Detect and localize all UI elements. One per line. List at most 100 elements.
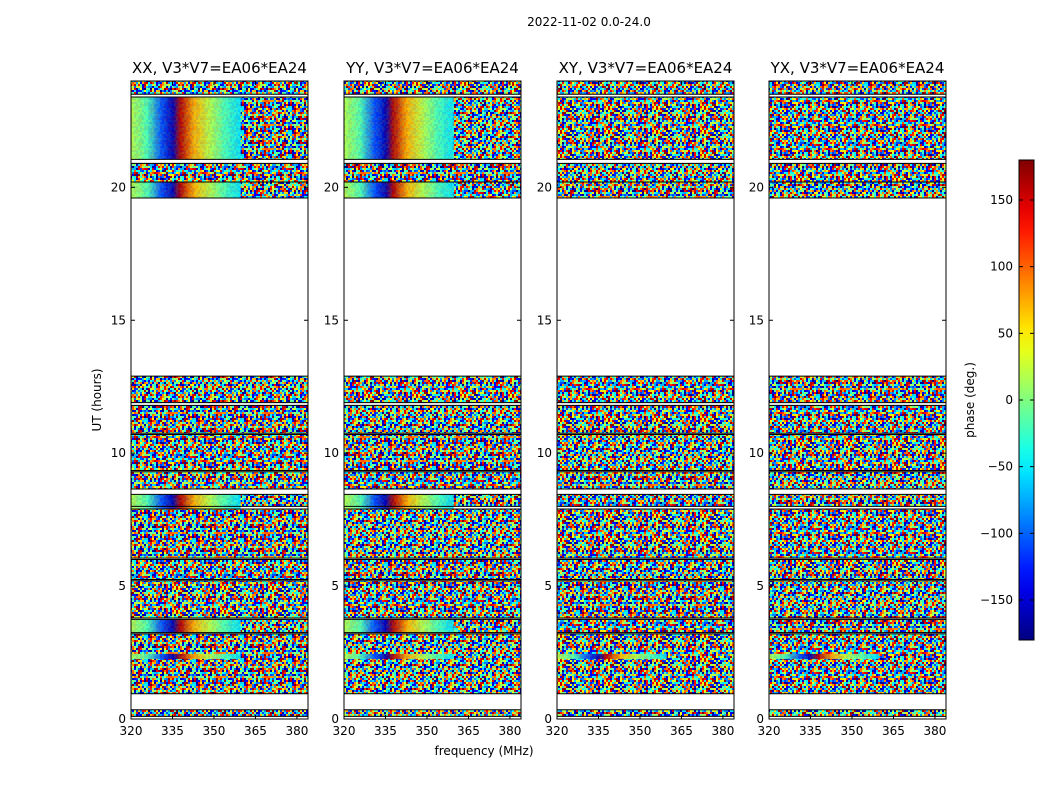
x-axis-label: frequency (MHz) [434,744,533,758]
heatmap-block [344,163,521,183]
heatmap-block [557,182,734,198]
coherent-phase-band [769,653,879,660]
x-tick-label: 335 [374,724,397,738]
colorbar: 150 100 50 0 −50 −100 −150 [980,159,1035,641]
x-tick-label: 380 [285,724,308,738]
heatmap-block [344,81,521,95]
colorbar-tick-label: 150 [990,193,1013,207]
heatmap-block [769,633,946,694]
panel-xy: XY, V3*V7=EA06*EA24 320 335 350 365 380 0 5 10 15… [537,59,735,738]
y-tick-label: 0 [118,712,126,726]
coherent-phase-band [344,494,454,509]
y-axis-label: UT (hours) [90,368,104,431]
x-tick-label: 350 [629,724,652,738]
colorbar-label: phase (deg.) [963,362,977,438]
panels-group: XX, V3*V7=EA06*EA24 320 335 350 365 380 0 5 10 15… [111,59,947,738]
x-tick-label: 365 [244,724,267,738]
x-tick-label: 350 [841,724,864,738]
x-tick-label: 320 [333,724,356,738]
y-tick-label: 15 [749,313,764,327]
panel-title: YX, V3*V7=EA06*EA24 [770,59,945,77]
colorbar-tick-label: −100 [980,526,1013,540]
heatmap-block [131,405,308,434]
heatmap-block [557,619,734,633]
heatmap-block [769,471,946,490]
heatmap-block [131,559,308,580]
heatmap-block [769,81,946,95]
coherent-phase-band [131,96,241,160]
heatmap-block [344,376,521,403]
heatmap-block [769,405,946,434]
heatmap-block [769,709,946,717]
heatmap-block [344,633,521,694]
x-tick-label: 335 [799,724,822,738]
heatmap-block [344,580,521,618]
y-tick-label: 15 [111,313,126,327]
heatmap-block [769,96,946,160]
y-tick-label: 0 [331,712,339,726]
y-tick-label: 20 [749,180,764,194]
panel-xx: XX, V3*V7=EA06*EA24 320 335 350 365 380 0 5 10 15… [111,59,309,738]
heatmap-block [131,471,308,490]
heatmap-block [557,559,734,580]
panel-frame [343,80,522,720]
x-tick-label: 365 [457,724,480,738]
heatmap-block [557,633,734,694]
heatmap-block [131,709,308,717]
heatmap-block [131,376,308,403]
heatmap-block [344,434,521,471]
heatmap-block [557,163,734,183]
y-tick-label: 10 [537,446,552,460]
y-tick-label: 0 [544,712,552,726]
panel-title: XX, V3*V7=EA06*EA24 [132,59,307,77]
x-tick-label: 335 [587,724,610,738]
heatmap-block [557,580,734,618]
y-tick-label: 20 [537,180,552,194]
heatmap-block [131,81,308,95]
x-tick-label: 335 [161,724,184,738]
heatmap-block [344,405,521,434]
heatmap-block [344,471,521,490]
x-tick-label: 365 [882,724,905,738]
panel-yx: YX, V3*V7=EA06*EA24 320 335 350 365 380 0 5 10 15… [749,59,947,738]
x-tick-label: 380 [923,724,946,738]
heatmap-block [344,709,521,717]
heatmap-block [769,434,946,471]
y-tick-label: 5 [331,579,339,593]
heatmap-block [557,494,734,507]
coherent-phase-band [557,653,667,660]
coherent-phase-band [344,182,454,198]
panel-title: XY, V3*V7=EA06*EA24 [559,59,733,77]
heatmap-block [131,508,308,559]
y-tick-label: 0 [756,712,764,726]
y-tick-label: 20 [324,180,339,194]
x-tick-label: 320 [120,724,143,738]
heatmap-block [131,580,308,618]
heatmap-block [769,376,946,403]
heatmap-block [769,508,946,559]
coherent-phase-band [131,182,241,198]
y-tick-label: 20 [111,180,126,194]
heatmap-block [557,405,734,434]
heatmap-block [769,559,946,580]
colorbar-tick-label: 100 [990,260,1013,274]
colorbar-tick-label: −150 [980,593,1013,607]
x-tick-label: 350 [416,724,439,738]
heatmap-block [344,508,521,559]
y-tick-label: 5 [118,579,126,593]
coherent-phase-band [344,653,454,660]
heatmap-block [769,494,946,507]
x-tick-label: 380 [711,724,734,738]
y-tick-label: 15 [537,313,552,327]
y-tick-label: 5 [544,579,552,593]
heatmap-block [557,508,734,559]
heatmap-block [769,182,946,198]
coherent-phase-band [344,619,454,633]
x-tick-label: 320 [758,724,781,738]
heatmap-block [769,580,946,618]
colorbar-tick-label: 50 [998,326,1013,340]
y-tick-label: 10 [324,446,339,460]
panel-frame [768,80,947,720]
y-tick-label: 10 [749,446,764,460]
